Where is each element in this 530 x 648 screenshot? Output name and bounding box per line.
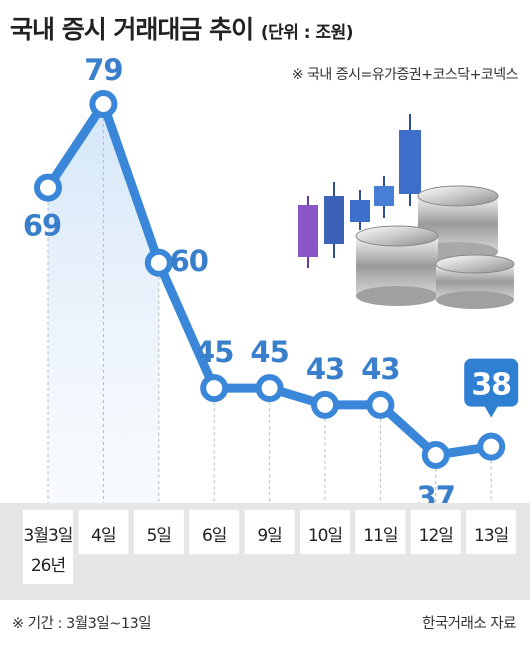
data-point <box>477 432 506 461</box>
data-point <box>421 441 450 469</box>
area-fill <box>48 104 159 503</box>
tick-label: 4일 <box>91 526 115 546</box>
x-axis: 3월3일 26년 4일 5일 6일 9일 10일 11일 12일 13일 <box>0 503 530 600</box>
period-note: ※ 기간 : 3월3일~13일 <box>12 616 152 632</box>
tick-box <box>189 510 240 554</box>
tick-label: 6일 <box>202 526 226 546</box>
tick-label: 10일 <box>308 526 342 546</box>
tick-label: 13일 <box>474 526 508 546</box>
data-label: 45 <box>195 335 233 369</box>
data-label: 79 <box>84 53 122 87</box>
unit-label: (단위 : 조원) <box>260 23 354 43</box>
coin-stack-icon <box>355 185 515 309</box>
chart-title-text: 국내 증시 거래대금 추이 <box>10 15 254 44</box>
source-note: 한국거래소 자료 <box>422 616 517 632</box>
data-label: 45 <box>250 335 288 369</box>
data-point <box>89 90 118 118</box>
data-point <box>34 173 62 202</box>
tick-label: 5일 <box>147 526 171 546</box>
data-label: 43 <box>306 352 344 386</box>
tick-label: 9일 <box>257 526 281 546</box>
data-point <box>311 390 339 419</box>
candlestick-coins-illustration <box>298 114 515 309</box>
tick-box <box>410 510 461 554</box>
callout-pointer <box>484 405 499 418</box>
data-point <box>366 390 395 419</box>
candlestick-icon <box>298 114 421 268</box>
data-point <box>200 374 229 403</box>
tick-label: 3월3일 <box>24 526 73 546</box>
area-fill-shape <box>48 104 159 503</box>
tick-label: 26년 <box>31 556 65 576</box>
tick-box <box>244 510 295 554</box>
tick-box <box>78 510 129 554</box>
data-label: 60 <box>170 244 208 278</box>
tick-box <box>300 510 350 554</box>
tick-label: 12일 <box>419 526 453 546</box>
chart-title: 국내 증시 거래대금 추이 (단위 : 조원) <box>10 10 354 46</box>
tick-box <box>133 510 184 554</box>
tick-box <box>355 510 406 554</box>
highlight-callout <box>464 358 519 407</box>
chart-note: ※ 국내 증시=유가증권+코스닥+코넥스 <box>291 67 519 83</box>
tick-box <box>23 510 73 584</box>
tick-box <box>466 510 517 554</box>
data-label: 43 <box>361 352 399 386</box>
data-point <box>144 248 173 277</box>
data-points <box>34 90 506 469</box>
guide-lines <box>47 118 492 503</box>
tick-label: 11일 <box>363 526 397 546</box>
data-label: 38 <box>471 368 511 403</box>
data-point <box>255 374 284 403</box>
data-label: 69 <box>23 209 61 243</box>
